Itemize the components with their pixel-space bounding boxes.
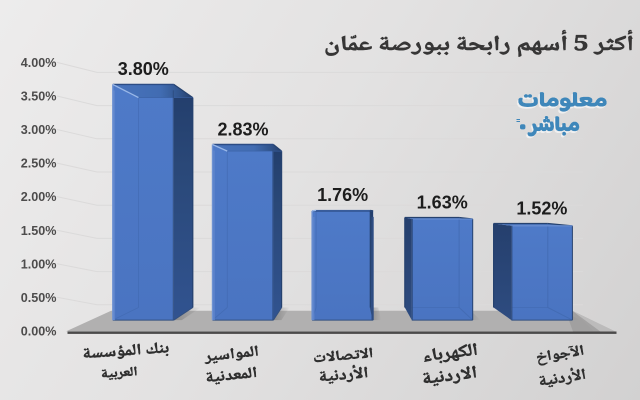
svg-text:1.00%: 1.00%: [21, 257, 57, 271]
svg-text:3.00%: 3.00%: [21, 123, 57, 137]
svg-text:3.80%: 3.80%: [118, 59, 169, 79]
svg-text:2.83%: 2.83%: [217, 119, 268, 139]
svg-text:1.50%: 1.50%: [21, 224, 57, 238]
svg-text:3.50%: 3.50%: [21, 90, 57, 104]
svg-text:4.00%: 4.00%: [21, 56, 57, 70]
svg-text:0.50%: 0.50%: [21, 291, 57, 305]
svg-text:1.63%: 1.63%: [417, 192, 468, 212]
svg-text:0.00%: 0.00%: [21, 324, 57, 338]
svg-text:1.52%: 1.52%: [516, 198, 567, 218]
svg-text:2.50%: 2.50%: [21, 157, 57, 171]
svg-text:2.00%: 2.00%: [21, 190, 57, 204]
svg-text:1.76%: 1.76%: [317, 185, 368, 205]
